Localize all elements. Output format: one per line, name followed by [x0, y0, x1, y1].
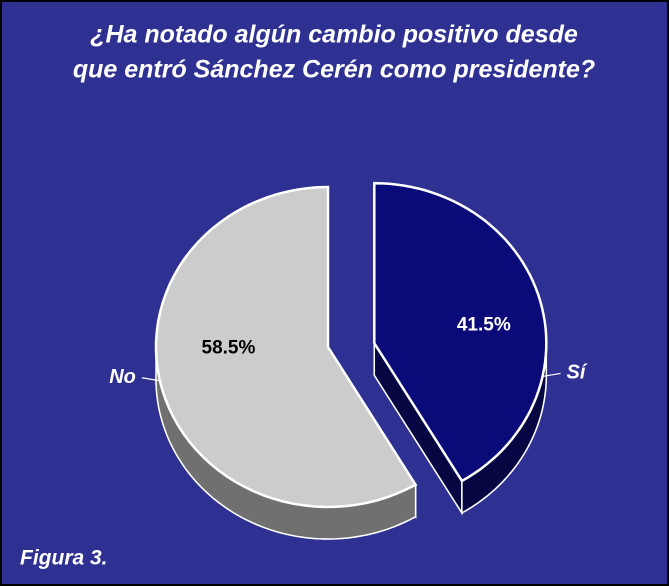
chart-title: que entró Sánchez Cerén como presidente?: [73, 56, 595, 84]
category-label: Sí: [567, 362, 588, 384]
caption: Figura 3.: [20, 547, 108, 570]
leader-line: [141, 377, 160, 382]
data-label: 58.5%: [202, 337, 256, 358]
category-label: No: [109, 366, 136, 388]
chart-title: ¿Ha notado algún cambio positivo desde: [90, 21, 578, 49]
leader-line: [542, 372, 561, 378]
slice: [373, 181, 548, 483]
slice: [154, 185, 418, 509]
data-label: 41.5%: [457, 314, 511, 335]
